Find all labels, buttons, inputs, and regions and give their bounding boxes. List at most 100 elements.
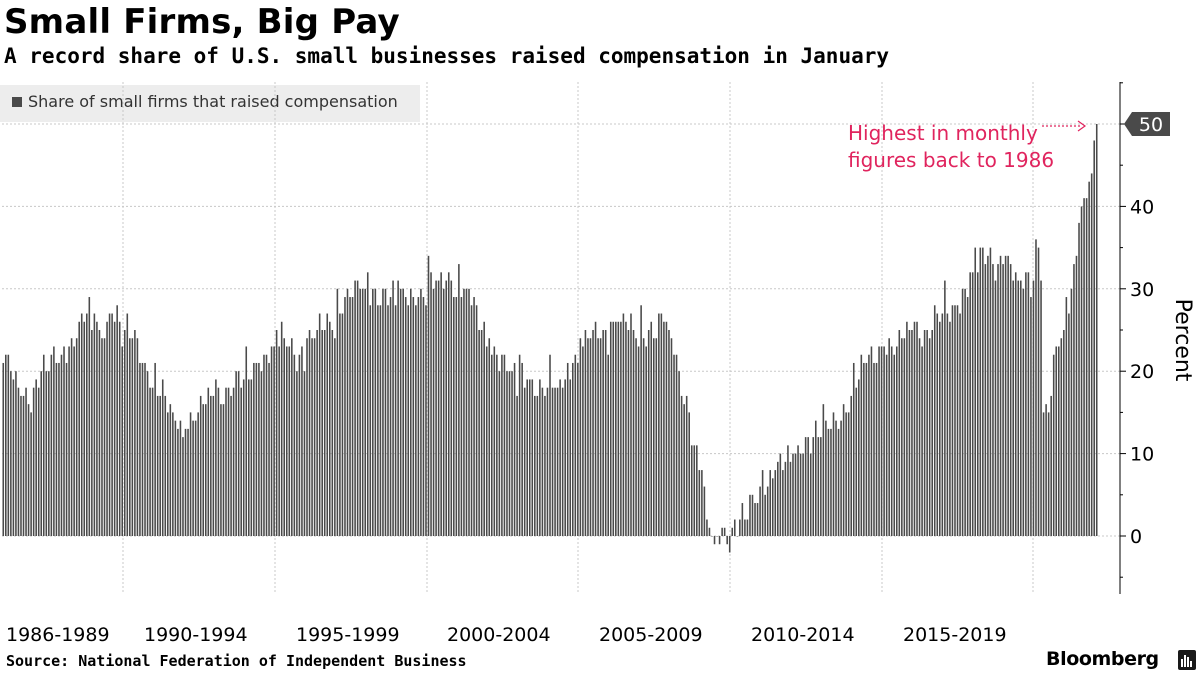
bar [678, 371, 680, 536]
bar [463, 288, 465, 536]
bar [693, 445, 696, 536]
bar [913, 321, 916, 536]
bar [721, 527, 723, 536]
bar [617, 321, 620, 536]
bar [569, 379, 572, 536]
bar [389, 297, 392, 536]
bar [344, 297, 346, 536]
bar [159, 395, 161, 536]
x-tick-label: 1986-1989 [6, 624, 110, 646]
bar-series [2, 124, 1098, 553]
bar [706, 519, 708, 536]
bar [354, 280, 356, 536]
bar [86, 313, 88, 536]
bar [551, 387, 554, 536]
bar [544, 395, 546, 536]
bar [415, 305, 417, 536]
bar [468, 288, 470, 536]
bar [131, 338, 134, 536]
bar [399, 288, 402, 536]
bar [584, 330, 587, 536]
bar [496, 354, 498, 536]
bar [410, 288, 412, 536]
bar [404, 297, 407, 536]
bar [103, 338, 106, 536]
bar [149, 387, 151, 536]
bar [731, 527, 734, 536]
bar [607, 354, 609, 536]
bar [850, 395, 852, 536]
bar [804, 437, 807, 536]
bar [475, 305, 478, 536]
bar [369, 305, 372, 536]
bar [478, 330, 480, 536]
bar [574, 354, 577, 536]
bar [121, 346, 124, 536]
bar [331, 330, 334, 536]
bar [283, 338, 286, 536]
bar [250, 379, 253, 536]
bar [708, 527, 711, 536]
bar [230, 395, 232, 536]
bar [534, 395, 536, 536]
bar [402, 288, 404, 536]
chart-subtitle: A record share of U.S. small businesses … [4, 44, 890, 68]
bar [759, 486, 761, 536]
bar [88, 297, 91, 536]
bar [161, 379, 164, 536]
bar [521, 362, 523, 536]
bar [852, 362, 855, 536]
bar [1060, 338, 1063, 536]
bar [316, 330, 318, 536]
bar [126, 313, 129, 536]
bar [645, 346, 647, 536]
bar [814, 420, 817, 536]
bar [480, 330, 483, 536]
bar [546, 387, 549, 536]
bar [506, 371, 508, 536]
bar [921, 346, 923, 536]
bar [199, 395, 202, 536]
bar [531, 379, 534, 536]
bar [974, 247, 977, 536]
bar [847, 412, 850, 536]
bar [827, 428, 830, 536]
bar [825, 420, 827, 536]
bar [675, 354, 678, 536]
bar [954, 305, 956, 536]
bar [491, 354, 493, 536]
bar [597, 338, 599, 536]
bar [789, 461, 792, 536]
bar [665, 321, 668, 536]
bar [374, 288, 377, 536]
bar [146, 371, 149, 536]
bar [303, 371, 306, 536]
bar [96, 321, 98, 536]
bar [528, 379, 531, 536]
bar [280, 321, 283, 536]
bar [422, 297, 425, 536]
bar [539, 379, 541, 536]
bar [658, 313, 660, 536]
bar [1052, 354, 1055, 536]
x-tick-label: 2005-2009 [599, 624, 703, 646]
bar [364, 288, 367, 536]
bar [1057, 346, 1060, 536]
bar [123, 330, 126, 536]
bar [673, 354, 675, 536]
y-axis: 0 10 20 30 40 Percent 50 [1119, 82, 1195, 594]
bar [766, 486, 769, 536]
bar [306, 338, 308, 536]
bar [1022, 288, 1025, 536]
x-axis-labels: 1986-1989 1990-1994 1995-1999 2000-2004 2005… [6, 624, 1007, 646]
bar [483, 321, 485, 536]
bar [961, 288, 964, 536]
bar [60, 354, 63, 536]
bar [197, 412, 199, 536]
bar [98, 330, 101, 536]
bar [1075, 255, 1078, 536]
bar [1020, 280, 1022, 536]
bar [17, 387, 20, 536]
bar [579, 338, 582, 536]
y-tick-label: 30 [1130, 279, 1154, 301]
